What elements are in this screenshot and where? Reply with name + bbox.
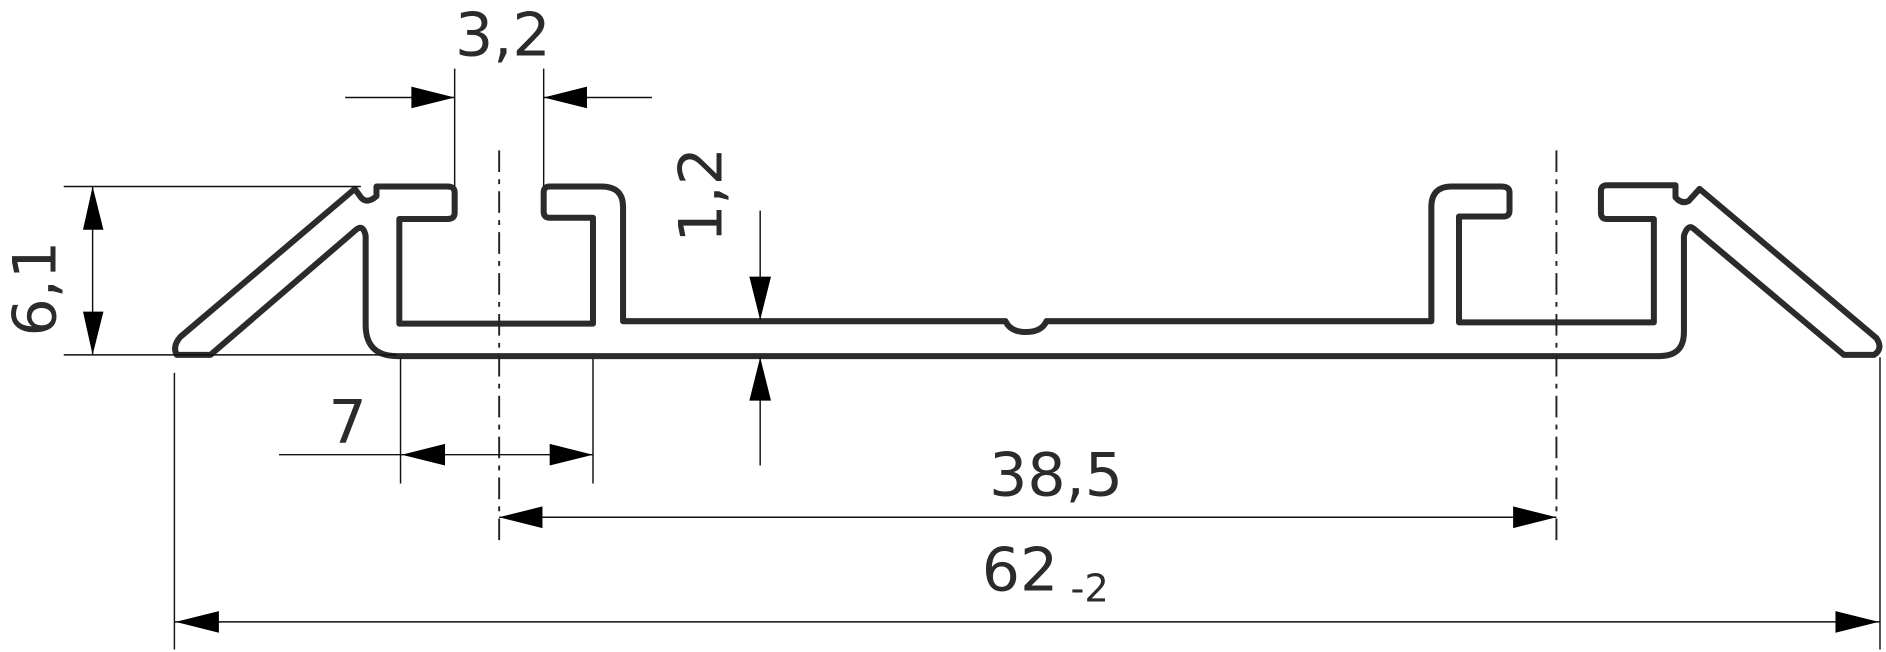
profile-outline: [172, 182, 1883, 360]
dimension-overall-width-tolerance: -2: [1070, 566, 1108, 611]
dimension-center-distance: 38,5: [499, 441, 1557, 529]
dimension-flange-offset-label: 7: [328, 388, 366, 458]
dimension-wall-thickness-label: 1,2: [667, 147, 737, 243]
dimension-center-distance-label: 38,5: [989, 441, 1123, 511]
arrow-right-icon: [1835, 611, 1879, 633]
arrow-right-icon: [1513, 506, 1557, 529]
arrow-left-icon: [401, 443, 446, 466]
arrow-left-icon: [499, 506, 543, 529]
dimension-overall-width-label: 62: [982, 536, 1059, 606]
arrow-down-icon: [749, 276, 771, 320]
dimension-wall-thickness: 1,2: [667, 147, 771, 466]
arrow-up-icon: [82, 186, 104, 230]
arrow-right-icon: [411, 86, 455, 109]
dimension-slot-width-label: 3,2: [455, 0, 551, 70]
arrow-right-icon: [549, 443, 593, 466]
dimension-slot-width: 3,2: [345, 0, 652, 187]
dimension-height: 6,1: [0, 185, 397, 356]
arrow-up-icon: [749, 357, 771, 401]
dimension-height-label: 6,1: [0, 241, 70, 337]
arrow-left-icon: [543, 86, 587, 109]
arrow-left-icon: [175, 611, 219, 633]
arrow-down-icon: [82, 311, 104, 355]
dimension-overall-width: 62 -2: [173, 357, 1881, 650]
dimension-flange-offset: 7: [279, 358, 594, 484]
